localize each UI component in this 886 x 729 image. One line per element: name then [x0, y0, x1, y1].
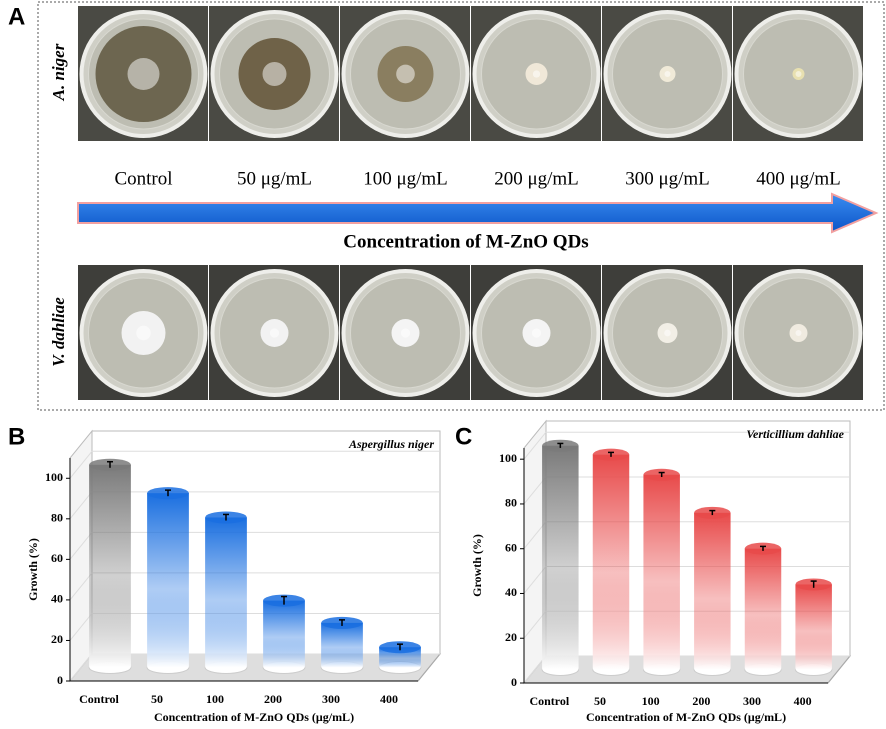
bar	[592, 454, 630, 670]
x-tick-label: 300	[743, 694, 761, 708]
y-tick-label: 20	[51, 632, 63, 646]
arrow-label: Concentration of M-ZnO QDs	[343, 231, 588, 252]
y-tick-label: 0	[57, 673, 63, 687]
y-tick-label: 40	[505, 585, 517, 599]
x-tick-label: 100	[642, 694, 660, 708]
y-tick-label: 100	[499, 451, 517, 465]
colony-center	[664, 329, 671, 337]
bar	[89, 464, 131, 668]
row-label: A. niger	[49, 43, 68, 101]
x-axis-label: Concentration of M-ZnO QDs (μg/mL)	[586, 710, 786, 724]
x-tick-label: Control	[529, 694, 569, 708]
bar	[263, 600, 305, 668]
grid-line-side	[523, 431, 547, 460]
arrow	[77, 192, 879, 234]
concentration-label: 300 μg/mL	[625, 168, 710, 189]
y-tick-label: 80	[51, 511, 63, 525]
colony-center	[262, 62, 287, 86]
photos	[78, 6, 863, 400]
x-tick-label: 50	[151, 692, 163, 706]
colony-center	[795, 330, 802, 336]
colony-center	[531, 328, 542, 338]
x-tick-label: 300	[322, 692, 340, 706]
concentration-label: 100 μg/mL	[363, 168, 448, 189]
y-tick-label: 80	[505, 496, 517, 510]
bar	[795, 584, 832, 670]
bar	[147, 493, 189, 668]
bar	[694, 512, 731, 670]
x-tick-label: 400	[380, 692, 398, 706]
y-axis-label: Growth (%)	[26, 538, 40, 601]
y-axis-label: Growth (%)	[470, 534, 484, 597]
x-tick-label: 200	[692, 694, 710, 708]
bar	[321, 622, 363, 668]
concentration-label: 400 μg/mL	[756, 168, 841, 189]
panel-a-frame	[37, 1, 885, 411]
grid-line-side	[69, 450, 93, 479]
y-tick-label: 60	[505, 540, 517, 554]
x-tick-label: 400	[794, 694, 812, 708]
bar	[744, 548, 782, 670]
x-tick-label: Control	[79, 692, 119, 706]
grid-line-side	[69, 491, 93, 520]
grid-line-side	[69, 572, 93, 601]
x-tick-label: 200	[264, 692, 282, 706]
grid-line-side	[69, 532, 93, 560]
x-tick-label: 50	[594, 694, 606, 708]
y-tick-label: 100	[45, 470, 63, 484]
panel-label: B	[8, 423, 25, 450]
colony-center	[532, 70, 541, 78]
grid-line-side	[69, 653, 93, 682]
y-tick-label: 40	[51, 592, 63, 606]
colony-center	[664, 71, 671, 77]
bar	[542, 445, 579, 670]
colony-center	[127, 58, 160, 90]
panel-label: C	[455, 423, 472, 450]
colony-center	[400, 328, 411, 338]
x-tick-label: 100	[206, 692, 224, 706]
x-axis-label: Concentration of M-ZnO QDs (μg/mL)	[154, 710, 354, 724]
colony-center	[396, 64, 415, 84]
bar	[205, 517, 247, 668]
colony-center	[136, 325, 151, 341]
concentration-label: 50 μg/mL	[237, 168, 312, 189]
y-tick-label: 0	[511, 675, 517, 689]
concentration-label: 200 μg/mL	[494, 168, 579, 189]
panel-label: A	[8, 3, 25, 30]
grid-line-side	[69, 613, 93, 641]
row-label: V. dahliae	[49, 297, 68, 367]
y-tick-label: 60	[51, 551, 63, 565]
chart-title: Aspergillus niger	[348, 437, 434, 451]
y-tick-label: 20	[505, 630, 517, 644]
chart-title: Verticillium dahliae	[746, 427, 844, 441]
colony-center	[795, 71, 802, 77]
concentration-label: Control	[114, 168, 172, 189]
bar	[643, 474, 680, 670]
colony-center	[269, 328, 280, 338]
